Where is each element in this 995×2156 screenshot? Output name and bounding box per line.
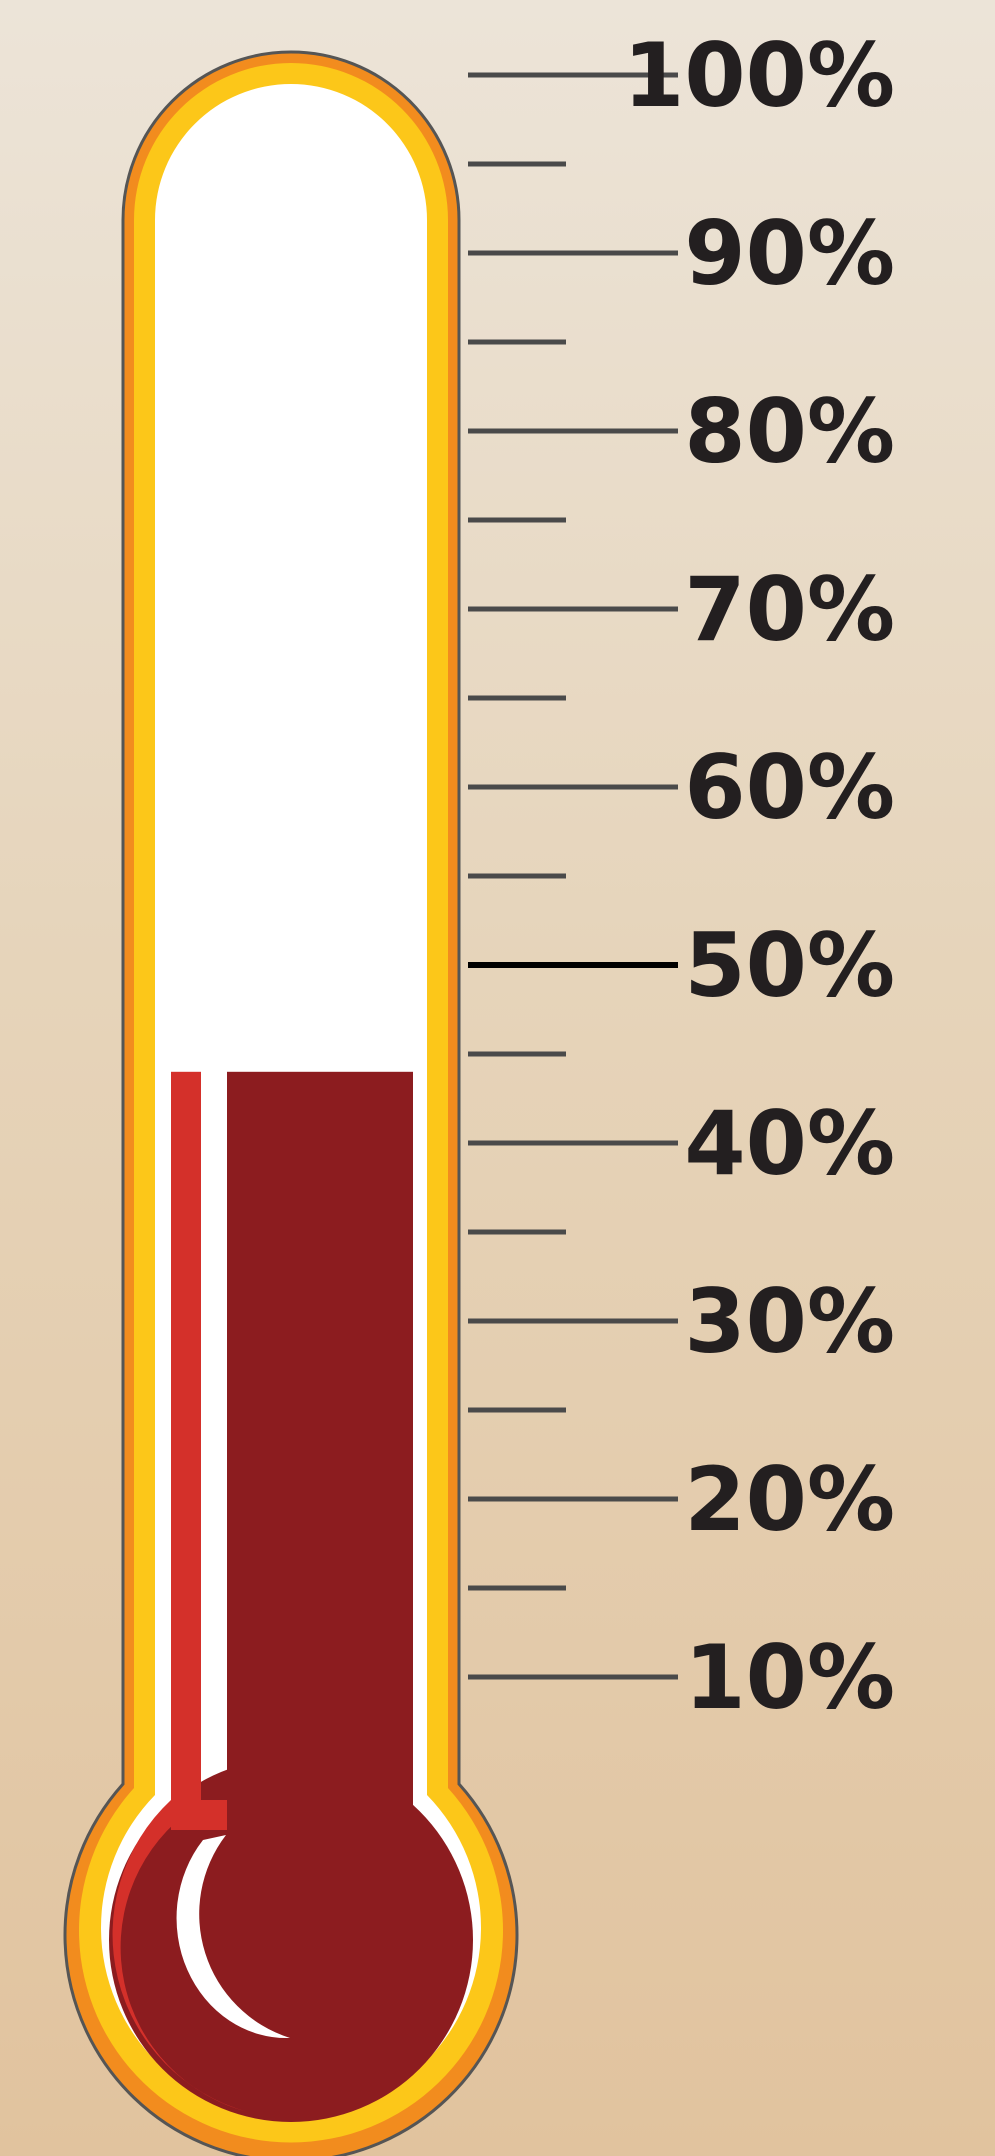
- scale-label: 60%: [684, 736, 895, 839]
- scale-label: 100%: [623, 24, 895, 127]
- temperature-scale: 100% 90% 80% 70% 60% 50% 40% 30% 20% 10%: [468, 24, 895, 1729]
- thermometer-liquid-column: [227, 1071, 413, 1810]
- scale-label: 30%: [684, 1270, 895, 1373]
- scale-label: 70%: [684, 558, 895, 661]
- bulb-glint: [176, 1835, 290, 2039]
- scale-label: 50%: [684, 914, 895, 1017]
- scale-label: 80%: [684, 380, 895, 483]
- liquid-highlight-joint: [171, 1800, 227, 1830]
- scale-label: 10%: [684, 1626, 895, 1729]
- scale-label: 40%: [684, 1092, 895, 1195]
- liquid-highlight-strip: [171, 1071, 201, 1800]
- scale-label: 90%: [684, 202, 895, 305]
- thermometer: [63, 50, 519, 2156]
- scale-label: 20%: [684, 1448, 895, 1551]
